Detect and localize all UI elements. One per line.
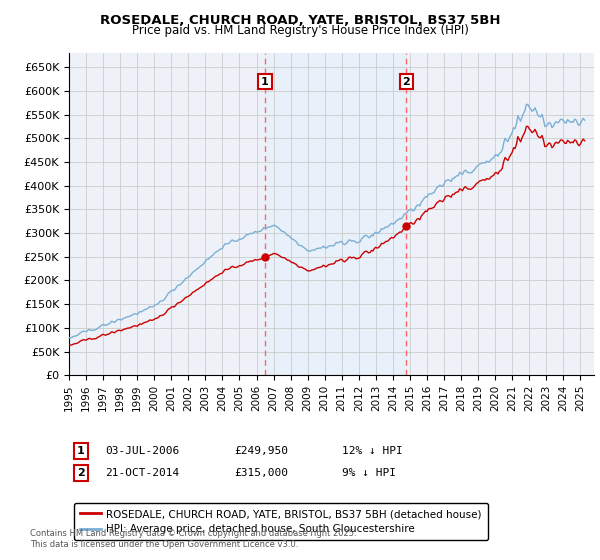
Text: ROSEDALE, CHURCH ROAD, YATE, BRISTOL, BS37 5BH: ROSEDALE, CHURCH ROAD, YATE, BRISTOL, BS… xyxy=(100,14,500,27)
Legend: ROSEDALE, CHURCH ROAD, YATE, BRISTOL, BS37 5BH (detached house), HPI: Average pr: ROSEDALE, CHURCH ROAD, YATE, BRISTOL, BS… xyxy=(74,503,488,540)
Text: 1: 1 xyxy=(261,77,269,87)
Text: 03-JUL-2006: 03-JUL-2006 xyxy=(105,446,179,456)
Text: £249,950: £249,950 xyxy=(234,446,288,456)
Bar xyxy=(265,53,406,375)
Text: £315,000: £315,000 xyxy=(234,468,288,478)
Text: 2: 2 xyxy=(403,77,410,87)
Text: 2: 2 xyxy=(77,468,85,478)
Text: 1: 1 xyxy=(77,446,85,456)
Text: 21-OCT-2014: 21-OCT-2014 xyxy=(105,468,179,478)
Text: Contains HM Land Registry data © Crown copyright and database right 2025.
This d: Contains HM Land Registry data © Crown c… xyxy=(30,529,356,549)
Text: 12% ↓ HPI: 12% ↓ HPI xyxy=(342,446,403,456)
Text: 9% ↓ HPI: 9% ↓ HPI xyxy=(342,468,396,478)
Text: Price paid vs. HM Land Registry's House Price Index (HPI): Price paid vs. HM Land Registry's House … xyxy=(131,24,469,36)
